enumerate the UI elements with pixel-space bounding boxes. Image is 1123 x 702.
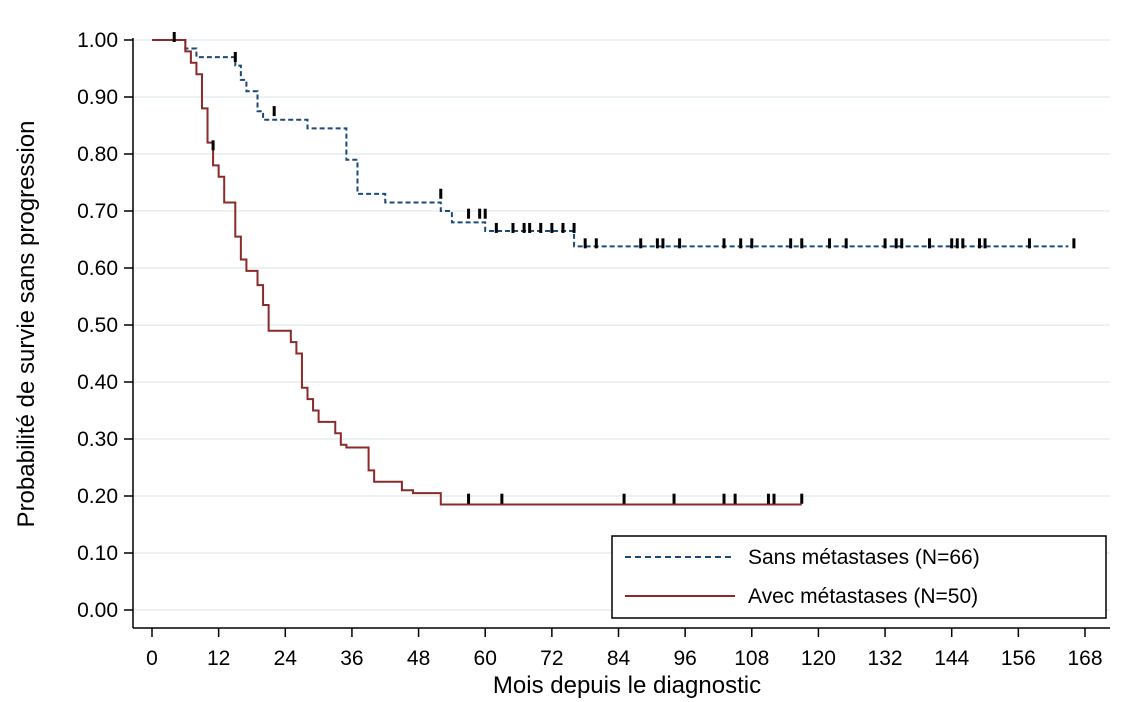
legend: Sans métastases (N=66) Avec métastases (… xyxy=(611,535,1107,619)
x-tick-label: 120 xyxy=(801,647,836,670)
x-tick-label: 48 xyxy=(407,647,430,670)
survival-curves xyxy=(152,39,1069,506)
axes xyxy=(132,38,1110,629)
x-tick-label: 72 xyxy=(540,647,563,670)
censor-marks xyxy=(172,32,1076,504)
y-tick-label: 0.70 xyxy=(77,200,118,223)
legend-label-sans: Sans métastases (N=66) xyxy=(748,546,980,569)
y-tick-label: 1.00 xyxy=(77,29,118,52)
x-tick-label: 156 xyxy=(1001,647,1036,670)
y-tick-label: 0.50 xyxy=(77,314,118,337)
x-tick-label: 108 xyxy=(734,647,769,670)
legend-label-avec: Avec métastases (N=50) xyxy=(748,585,978,608)
y-tick-label: 0.80 xyxy=(77,143,118,166)
y-tick-label: 0.60 xyxy=(77,257,118,280)
x-tick-label: 60 xyxy=(474,647,497,670)
x-tick-label: 12 xyxy=(207,647,230,670)
y-axis-title: Probabilité de survie sans progression xyxy=(13,121,40,528)
x-tick-label: 168 xyxy=(1067,647,1102,670)
x-axis-title: Mois depuis le diagnostic xyxy=(493,672,761,699)
curve-sans-metastases xyxy=(152,39,1069,248)
y-tick-label: 0.90 xyxy=(77,86,118,109)
x-ticks: 0 12 24 36 48 60 72 84 96 108 120 132 144 156 168 xyxy=(146,628,1103,670)
x-tick-label: 144 xyxy=(934,647,969,670)
curve-avec-metastases xyxy=(152,39,802,506)
x-tick-label: 132 xyxy=(868,647,903,670)
y-tick-label: 0.20 xyxy=(77,485,118,508)
y-tick-label: 0.10 xyxy=(77,542,118,565)
x-tick-label: 24 xyxy=(274,647,298,670)
x-tick-label: 0 xyxy=(146,647,158,670)
x-tick-label: 84 xyxy=(607,647,631,670)
x-tick-label: 36 xyxy=(340,647,363,670)
y-tick-label: 0.00 xyxy=(77,599,118,622)
y-tick-label: 0.30 xyxy=(77,428,118,451)
x-tick-label: 96 xyxy=(673,647,696,670)
y-ticks: 0.00 0.10 0.20 0.30 0.40 0.50 0.60 0.70 0.80 0.90… xyxy=(77,29,133,622)
y-tick-label: 0.40 xyxy=(77,371,118,394)
legend-box xyxy=(611,535,1107,619)
